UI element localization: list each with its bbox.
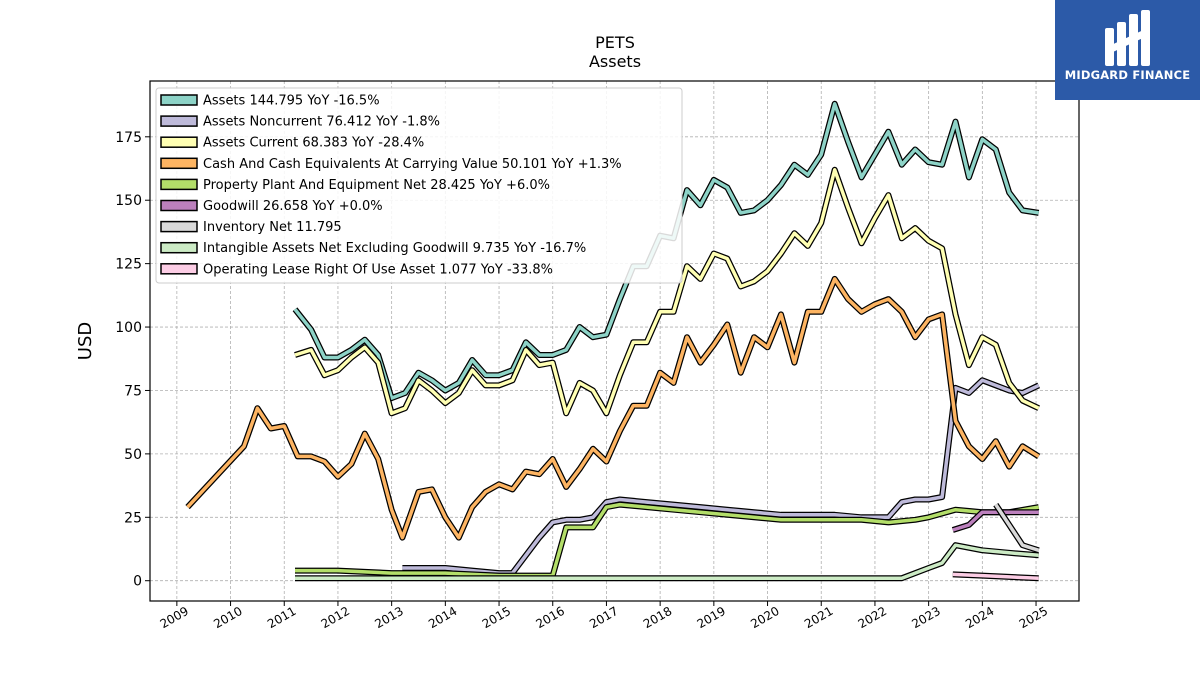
legend-entry: Goodwill 26.658 YoY +0.0% xyxy=(203,199,383,214)
legend-swatch xyxy=(160,199,198,212)
y-tick-label: 0 xyxy=(133,574,142,590)
legend-swatch xyxy=(160,220,198,233)
legend-swatch xyxy=(160,263,198,275)
chart-title: PETS xyxy=(595,33,635,52)
y-tick-label: 175 xyxy=(115,130,142,146)
y-tick-label: 50 xyxy=(124,447,142,463)
midgard-logo: MIDGARD FINANCE xyxy=(1055,0,1200,100)
series-line-assets-current xyxy=(294,168,1040,416)
y-axis-label: USD xyxy=(75,322,96,360)
legend-box xyxy=(155,87,683,284)
y-tick-label: 125 xyxy=(115,257,142,273)
legend-entry: Assets Noncurrent 76.412 YoY -1.8% xyxy=(203,115,440,130)
legend-swatch xyxy=(160,178,198,191)
legend-swatch xyxy=(160,94,198,106)
series-line-operating-lease-right-of-use-asset xyxy=(952,572,1039,580)
series-lines xyxy=(185,100,1041,582)
legend-entry: Property Plant And Equipment Net 28.425 … xyxy=(203,178,550,193)
series-line-goodwill xyxy=(952,510,1039,532)
legend-swatch xyxy=(160,136,198,148)
legend-entry: Cash And Cash Equivalents At Carrying Va… xyxy=(203,157,622,172)
legend-entry: Intangible Assets Net Excluding Goodwill… xyxy=(203,241,586,256)
legend-swatch xyxy=(160,115,198,127)
legend-swatch xyxy=(160,157,198,170)
y-tick-label: 75 xyxy=(124,383,142,399)
chart-subtitle: Assets xyxy=(589,52,641,71)
series-line-intangible-assets-net-excluding-goodwill xyxy=(295,543,1039,580)
series-line-assets-noncurrent xyxy=(402,378,1040,575)
series-line-inventory-net xyxy=(994,503,1040,552)
y-tick-label: 25 xyxy=(124,510,142,526)
midgard-logo-icon xyxy=(1105,10,1150,66)
legend-entry: Operating Lease Right Of Use Asset 1.077… xyxy=(203,262,553,277)
legend-entry: Assets Current 68.383 YoY -28.4% xyxy=(203,136,424,151)
legend-swatch xyxy=(160,241,198,254)
legend-entry: Assets 144.795 YoY -16.5% xyxy=(203,94,380,109)
logo-text: MIDGARD FINANCE xyxy=(1064,68,1191,82)
y-tick-label: 100 xyxy=(115,320,142,336)
series-line-cash-and-cash-equivalents-at-carrying-value xyxy=(186,277,1040,540)
legend: Assets 144.795 YoY -16.5% Assets Noncurre… xyxy=(155,87,683,284)
legend-entry: Inventory Net 11.795 xyxy=(203,220,342,235)
y-tick-label: 150 xyxy=(115,193,142,209)
plot-area xyxy=(149,80,1080,602)
